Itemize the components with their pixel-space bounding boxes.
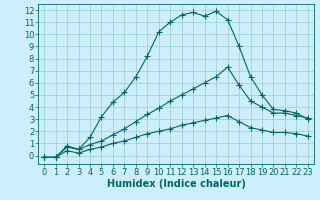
X-axis label: Humidex (Indice chaleur): Humidex (Indice chaleur) — [107, 179, 245, 189]
